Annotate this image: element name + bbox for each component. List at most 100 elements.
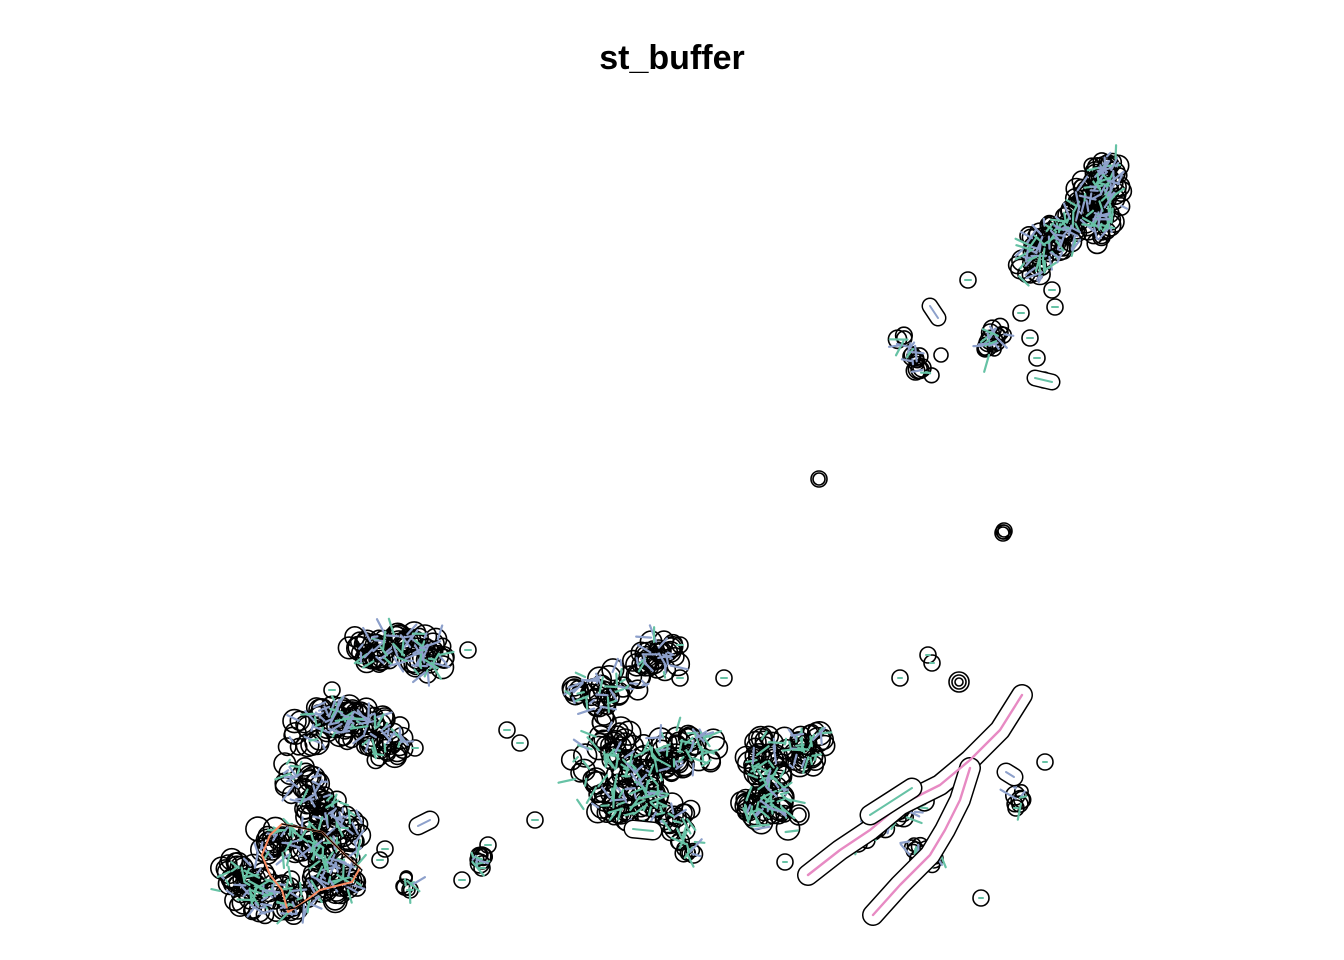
line-feature [689,740,695,753]
line-feature [787,798,806,805]
line-feature [1103,191,1116,209]
line-feature [755,817,759,825]
line-feature [364,738,371,753]
line-feature [233,883,247,887]
line-feature [295,760,303,778]
line-feature [382,630,387,651]
line-feature [905,351,912,359]
line-feature [745,803,752,816]
line-feature [659,805,664,815]
buffer-polygon [783,743,804,763]
line-feature [637,662,645,673]
line-feature [401,634,414,639]
line-feature [681,817,692,835]
line-feature [438,650,455,656]
line-feature [653,756,659,773]
line-feature [913,810,924,814]
line-feature [642,653,647,666]
line-feature [1062,202,1072,220]
line-feature [658,773,664,782]
line-feature [383,656,394,667]
line-feature [776,797,786,803]
line-feature [396,656,408,663]
line-feature [243,867,251,882]
buffer-polygon [954,677,964,687]
line-feature [598,675,605,694]
line-feature [352,733,366,745]
line-feature [310,839,316,854]
line-feature [408,887,412,905]
line-feature [772,737,777,751]
line-feature [299,881,303,896]
line-feature [1025,247,1030,263]
line-feature [253,851,259,869]
line-feature [790,732,805,737]
buffer-polygon [432,645,455,669]
line-feature [1085,209,1095,217]
line-feature [423,632,428,640]
line-feature [296,896,303,901]
line-feature [319,870,326,882]
line-feature [328,707,339,726]
line-feature [1019,262,1025,270]
line-feature [327,727,340,734]
line-feature [423,669,429,678]
line-feature [605,754,610,767]
line-feature [1100,195,1108,202]
line-feature [1041,247,1046,262]
line-feature [1108,193,1117,203]
line-feature [628,787,644,796]
buffer-polygon [618,749,642,773]
line-feature [349,725,369,730]
buffer-polygon [1100,156,1117,173]
line-feature [1097,229,1108,241]
line-feature [310,723,315,732]
line-feature [383,634,400,638]
line-feature [755,745,770,757]
line-feature [765,769,772,783]
line-feature [259,905,266,909]
line-feature [1071,238,1082,252]
line-feature [285,758,291,765]
line-feature [603,685,619,689]
line-feature [780,806,796,820]
line-feature [412,671,427,684]
buffer-polygon [791,807,807,823]
line-feature [284,878,290,891]
line-feature [430,661,451,669]
line-feature [1106,179,1121,185]
buffer-polygon [282,708,307,734]
line-feature [438,654,448,666]
buffer-polygon [1092,201,1116,225]
line-feature [616,807,623,821]
line-feature [289,891,300,899]
line-feature [1071,210,1075,230]
buffer-polygon [912,358,932,378]
line-feature [371,635,379,639]
line-feature [308,737,319,742]
line-feature [1026,228,1038,244]
line-feature [424,658,440,670]
line-feature [1100,159,1111,175]
line-feature [271,884,277,898]
line-feature [1041,260,1046,274]
line-feature [689,838,703,853]
line-feature [261,884,265,896]
line-feature [704,734,712,739]
line-feature [1024,266,1037,276]
line-feature [765,786,778,798]
buffer-polygon [395,878,411,894]
line-feature [1044,223,1053,231]
line-feature [254,901,259,908]
line-feature [647,806,653,816]
line-feature [1025,271,1044,280]
line-feature [243,880,251,887]
line-feature [1038,242,1042,253]
buffer-polygon [453,871,471,889]
line-feature [800,757,807,769]
buffer-polygon [776,853,794,871]
line-feature [330,793,338,808]
buffer-polygon [671,636,689,654]
line-feature [330,811,343,828]
line-feature [335,821,344,838]
